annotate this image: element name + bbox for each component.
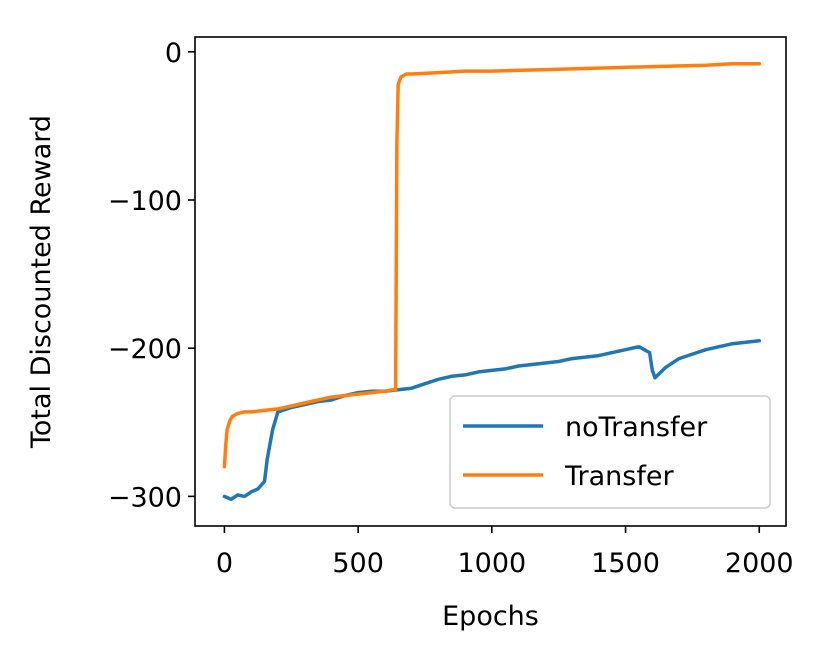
series-line-transfer: [222, 61, 762, 469]
legend-box: [449, 395, 771, 509]
x-tick-label: 1000: [457, 548, 526, 579]
legend-label-transfer: Transfer: [564, 461, 674, 492]
y-axis-label: Total Discounted Reward: [26, 115, 57, 449]
x-axis-label: Epochs: [442, 601, 539, 632]
x-tick-label: 1500: [591, 548, 660, 579]
y-tick-label: −200: [108, 334, 182, 365]
x-axis-ticks: 0 500 1000 1500 2000: [216, 526, 794, 579]
x-tick-label: 500: [332, 548, 384, 579]
y-axis-ticks: 0 −100 −200 −300: [108, 38, 195, 513]
y-tick-label: 0: [165, 38, 182, 69]
y-tick-label: −300: [108, 482, 182, 513]
x-tick-label: 2000: [725, 548, 794, 579]
series-lines: [222, 61, 762, 502]
plot-frame: [194, 36, 787, 527]
x-tick-label: 0: [216, 548, 233, 579]
legend: noTransfer Transfer: [449, 395, 771, 509]
y-tick-label: −100: [108, 186, 182, 217]
legend-label-notransfer: noTransfer: [565, 412, 708, 443]
series-line-notransfer: [222, 339, 762, 502]
